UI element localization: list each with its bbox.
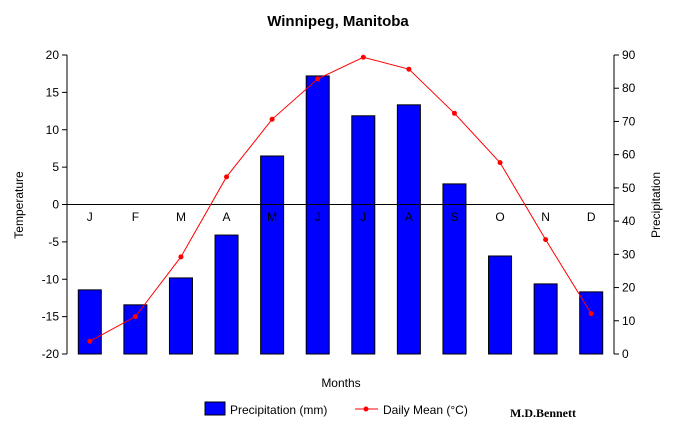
right-tick-label: 60 [622, 148, 636, 162]
precipitation-bar [533, 283, 558, 355]
month-label: J [315, 210, 321, 224]
temperature-point [315, 76, 321, 82]
legend-label-temperature: Daily Mean (°C) [383, 403, 468, 417]
month-label: D [587, 210, 596, 224]
left-tick-label: 15 [46, 85, 60, 99]
right-tick-label: 90 [622, 48, 636, 62]
month-label: J [360, 210, 366, 224]
left-tick-label: 20 [46, 48, 60, 62]
temperature-point [588, 311, 594, 317]
temperature-point [497, 160, 503, 166]
left-tick-label: 0 [52, 198, 59, 212]
temperature-point [178, 254, 184, 260]
month-label: J [87, 210, 93, 224]
month-label: F [132, 210, 139, 224]
month-label: M [176, 210, 186, 224]
temperature-point [406, 66, 412, 72]
temperature-line [89, 56, 592, 342]
precipitation-bar [488, 255, 513, 355]
right-tick-label: 0 [622, 347, 629, 361]
month-label: O [495, 210, 504, 224]
temperature-point [269, 116, 275, 122]
left-tick-label: -20 [42, 347, 60, 361]
legend-marker-temperature [363, 406, 369, 412]
precipitation-bar [168, 277, 193, 355]
temperature-point [132, 314, 138, 320]
right-tick-label: 30 [622, 247, 636, 261]
y-axis-label-right: Precipitation [649, 172, 663, 238]
month-label: A [405, 210, 413, 224]
precipitation-bar [579, 291, 604, 355]
precipitation-bar [123, 304, 148, 355]
right-tick-label: 40 [622, 214, 636, 228]
temperature-point [87, 338, 93, 344]
right-tick-label: 20 [622, 281, 636, 295]
left-tick-label: -5 [48, 235, 59, 249]
right-tick-label: 80 [622, 81, 636, 95]
right-tick-label: 70 [622, 114, 636, 128]
left-tick-label: 5 [52, 160, 59, 174]
legend: Precipitation (mm) Daily Mean (°C) [204, 401, 468, 417]
left-tick-label: -15 [42, 310, 60, 324]
left-tick-label: -10 [42, 272, 60, 286]
temperature-point [451, 110, 457, 116]
right-tick-label: 50 [622, 181, 636, 195]
legend-swatch-precipitation [204, 401, 226, 416]
month-label: N [541, 210, 550, 224]
precipitation-bar [396, 104, 421, 355]
temperature-point [360, 54, 366, 60]
month-label: S [450, 210, 458, 224]
author-credit: M.D.Bennett [510, 406, 576, 420]
x-axis-label: Months [321, 376, 360, 390]
y-axis-label-left: Temperature [12, 171, 26, 239]
temperature-point [224, 174, 230, 180]
temperature-point [543, 237, 549, 243]
left-tick-label: 10 [46, 123, 60, 137]
right-tick-label: 10 [622, 314, 636, 328]
chart-title: Winnipeg, Manitoba [267, 13, 409, 30]
precipitation-bar [77, 289, 102, 355]
precipitation-bar [214, 234, 239, 355]
precipitation-bar [351, 115, 376, 355]
month-label: M [267, 210, 277, 224]
precipitation-bar [442, 183, 467, 355]
precipitation-bar [260, 155, 285, 355]
month-label: A [223, 210, 231, 224]
legend-label-precipitation: Precipitation (mm) [230, 403, 327, 417]
precipitation-bar [305, 75, 330, 355]
